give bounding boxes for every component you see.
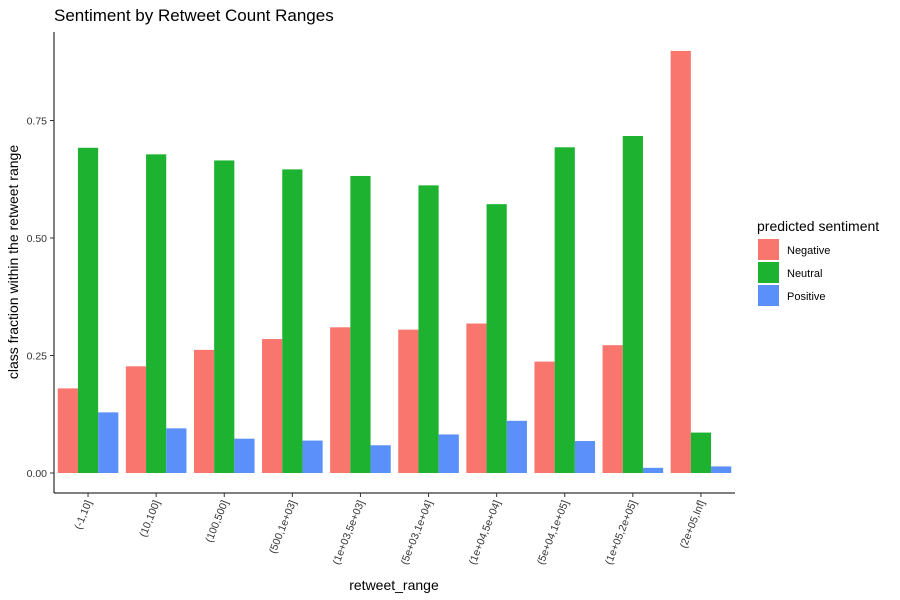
- bar-negative-5: [398, 329, 419, 473]
- bar-positive-5: [438, 434, 459, 473]
- y-axis: 0.00 0.25 0.50 0.75: [27, 116, 54, 480]
- bar-positive-2: [234, 438, 255, 473]
- bar-negative-8: [602, 345, 623, 473]
- bar-positive-3: [302, 440, 323, 473]
- chart-title: Sentiment by Retweet Count Ranges: [54, 6, 334, 25]
- x-tick-label: (1e+03,5e+03]: [330, 499, 367, 567]
- bar-neutral-9: [690, 432, 712, 473]
- bar-negative-3: [262, 339, 283, 473]
- bar-neutral-1: [146, 154, 167, 473]
- y-tick-label: 0.00: [27, 468, 48, 480]
- bar-positive-8: [642, 467, 664, 473]
- legend-label-negative: Negative: [787, 245, 830, 257]
- y-tick-label: 0.75: [27, 116, 48, 128]
- bar-neutral-7: [554, 147, 575, 474]
- bar-neutral-0: [77, 147, 99, 473]
- bar-neutral-6: [486, 204, 507, 473]
- x-axis: (-1,10] (10,100] (100,500] (500,1e+03] (1e+0…: [72, 493, 708, 567]
- bar-neutral-3: [282, 169, 303, 473]
- bar-negative-0: [57, 388, 78, 473]
- legend-key-negative: [758, 239, 779, 260]
- bar-negative-6: [466, 323, 487, 473]
- legend-title: predicted sentiment: [757, 218, 879, 234]
- y-axis-title: class fraction within the retweet range: [5, 145, 21, 379]
- legend-key-neutral: [758, 262, 779, 283]
- x-tick-label: (10,100]: [137, 499, 163, 539]
- legend-label-neutral: Neutral: [787, 268, 822, 280]
- x-tick-label: (5e+03,1e+04]: [399, 499, 436, 567]
- bar-positive-9: [711, 466, 732, 473]
- x-tick-label: (500,1e+03]: [267, 499, 299, 556]
- x-tick-label: (1e+05,2e+05]: [603, 499, 640, 567]
- bar-positive-6: [506, 420, 527, 473]
- x-tick-label: (1e+04,5e+04]: [467, 499, 504, 567]
- bar-positive-1: [166, 428, 187, 473]
- bar-neutral-4: [350, 175, 371, 473]
- legend-key-positive: [758, 285, 779, 306]
- bar-negative-2: [193, 349, 215, 473]
- bar-neutral-5: [418, 185, 439, 474]
- bar-neutral-2: [214, 160, 235, 473]
- x-tick-label: (5e+04,1e+05]: [535, 499, 572, 567]
- y-tick-label: 0.25: [27, 351, 48, 363]
- y-tick-label: 0.50: [27, 233, 48, 245]
- bar-negative-9: [670, 50, 691, 473]
- plot-area: [57, 50, 732, 474]
- bar-negative-4: [330, 327, 351, 473]
- legend-label-positive: Positive: [787, 291, 826, 303]
- bar-positive-7: [574, 441, 596, 473]
- bar-negative-1: [125, 366, 147, 473]
- bar-positive-4: [370, 445, 391, 473]
- x-axis-title: retweet_range: [349, 577, 439, 593]
- x-tick-label: (100,500]: [203, 499, 231, 545]
- bar-negative-7: [534, 361, 555, 473]
- x-tick-label: (2e+05,Inf]: [678, 499, 708, 550]
- x-tick-label: (-1,10]: [72, 499, 95, 532]
- legend: predicted sentiment Negative Neutral Posit…: [757, 218, 879, 306]
- bar-positive-0: [98, 412, 119, 473]
- bar-neutral-8: [622, 136, 643, 473]
